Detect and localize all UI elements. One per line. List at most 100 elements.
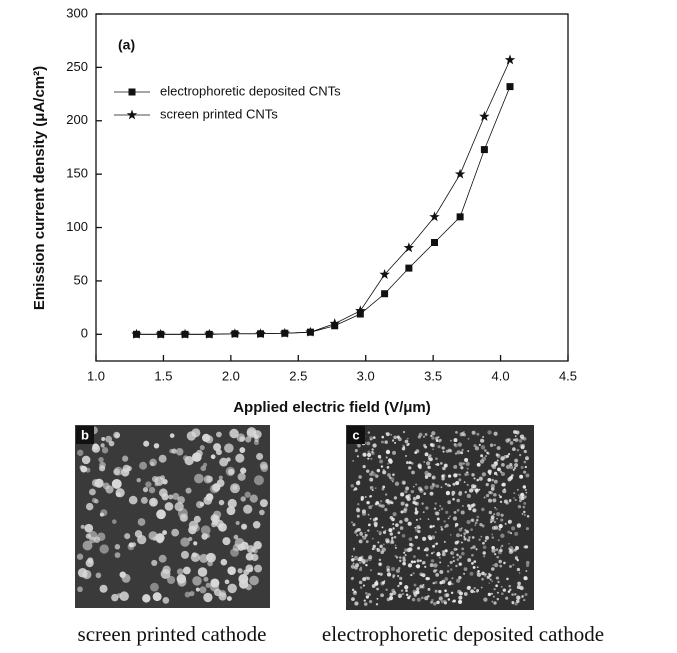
speckle <box>437 435 440 439</box>
speckle <box>429 525 433 529</box>
speckle <box>513 448 516 451</box>
speckle <box>493 601 497 605</box>
speckle <box>447 517 450 520</box>
speckle <box>433 601 437 606</box>
data-point <box>506 83 514 91</box>
speckle <box>496 459 499 462</box>
speckle <box>356 455 359 458</box>
speckle <box>352 460 354 462</box>
speckle <box>450 552 453 555</box>
speckle <box>397 574 400 578</box>
speckle <box>511 526 516 531</box>
speckle <box>369 569 373 572</box>
speckle <box>371 451 375 456</box>
panel-caption: electrophoretic deposited cathode <box>322 622 604 646</box>
speckle <box>378 504 380 507</box>
speckle <box>495 548 499 552</box>
speckle <box>485 482 489 487</box>
speckle <box>389 516 394 520</box>
speckle <box>481 456 487 461</box>
speckle <box>227 583 237 594</box>
speckle <box>226 596 232 602</box>
speckle <box>503 488 506 491</box>
speckle <box>149 497 158 507</box>
speckle <box>524 488 527 491</box>
speckle <box>203 592 213 603</box>
speckle <box>449 534 452 536</box>
speckle <box>379 533 382 536</box>
speckle <box>449 449 453 453</box>
speckle <box>252 521 261 529</box>
speckle <box>401 446 406 451</box>
speckle <box>410 489 415 494</box>
speckle <box>363 599 366 602</box>
speckle <box>237 568 243 574</box>
speckle <box>441 446 445 450</box>
speckle <box>445 490 451 496</box>
speckle <box>393 535 397 539</box>
speckle <box>505 596 509 600</box>
speckle <box>399 576 403 581</box>
speckle <box>374 502 378 506</box>
speckle <box>496 597 500 601</box>
speckle <box>518 572 521 574</box>
speckle <box>421 596 424 600</box>
speckle <box>487 452 490 455</box>
legend-marker <box>126 109 138 120</box>
speckle <box>154 482 159 487</box>
speckle <box>433 551 435 554</box>
speckle <box>124 533 131 540</box>
speckle <box>100 509 108 517</box>
speckle <box>384 507 388 512</box>
speckle <box>171 528 180 537</box>
speckle <box>142 594 151 603</box>
speckle <box>487 469 492 474</box>
speckle <box>390 538 394 542</box>
speckle <box>210 454 216 460</box>
data-point <box>305 326 316 337</box>
speckle <box>456 553 459 557</box>
legend-marker <box>128 88 136 96</box>
speckle <box>463 572 466 575</box>
speckle <box>353 549 355 551</box>
speckle <box>384 529 387 532</box>
speckle <box>482 436 485 439</box>
speckle <box>441 477 445 481</box>
speckle <box>508 500 511 503</box>
speckle <box>427 518 430 520</box>
speckle <box>481 571 485 576</box>
speckle <box>372 436 376 439</box>
speckle <box>455 564 458 568</box>
speckle <box>240 496 246 502</box>
speckle <box>431 436 435 440</box>
speckle <box>471 518 475 522</box>
speckle <box>521 595 524 598</box>
speckle <box>111 478 122 489</box>
speckle <box>493 563 499 568</box>
speckle <box>128 495 138 505</box>
speckle <box>87 557 94 564</box>
speckle <box>416 597 421 602</box>
speckle <box>360 531 363 534</box>
speckle <box>509 564 512 568</box>
speckle <box>362 536 367 540</box>
speckle <box>371 584 376 588</box>
speckle <box>203 462 208 467</box>
speckle <box>381 435 385 439</box>
speckle <box>452 516 458 521</box>
speckle <box>410 574 413 577</box>
speckle <box>424 485 429 490</box>
speckle <box>458 462 463 467</box>
panel-tag: b <box>81 427 89 442</box>
speckle <box>513 466 517 470</box>
panel-tag: c <box>352 427 359 442</box>
x-tick-label: 4.0 <box>492 368 510 383</box>
speckle <box>388 528 393 533</box>
speckle <box>374 517 378 521</box>
panel-tag-box <box>76 426 94 444</box>
speckle <box>447 500 452 505</box>
speckle <box>174 502 184 512</box>
speckle <box>439 581 443 585</box>
speckle <box>376 547 379 551</box>
speckle <box>359 566 363 569</box>
